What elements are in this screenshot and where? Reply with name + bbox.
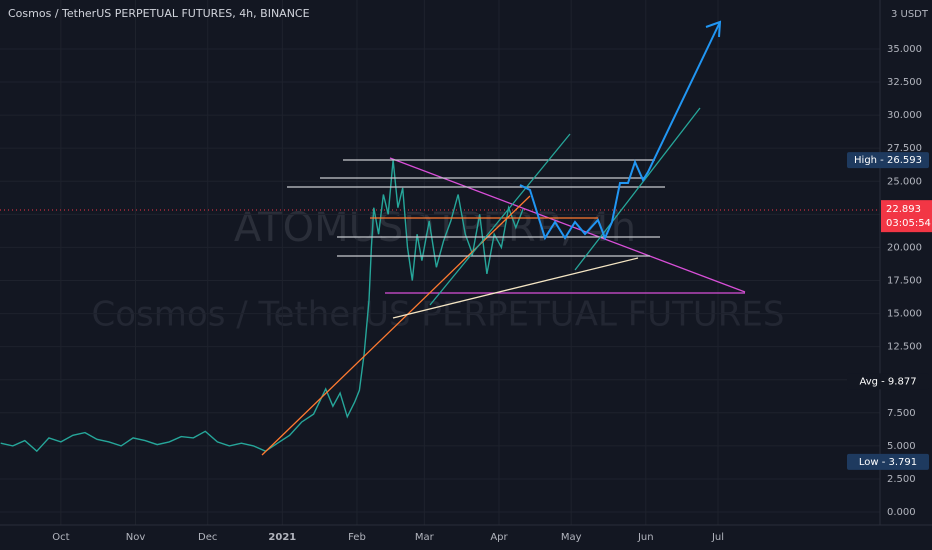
y-tick-label: 25.000 [887,176,922,187]
x-tick-label: Jun [637,532,654,543]
price-label-box [847,453,929,470]
x-tick-label: Feb [348,532,366,543]
current-price-box [881,200,932,233]
y-tick-label: 12.500 [887,342,922,353]
y-tick-label: 15.000 [887,309,922,320]
price-label: Avg - 9.877 [859,376,916,387]
y-tick-label: 27.500 [887,143,922,154]
y-tick-label: 17.500 [887,275,922,286]
y-tick-label: 7.500 [887,408,916,419]
y-tick-label: 0.000 [887,507,916,518]
price-label: High - 26.593 [854,155,922,166]
x-tick-label: Dec [198,532,217,543]
price-label-box [847,373,929,390]
x-tick-label: Nov [126,532,146,543]
y-tick-label: 32.500 [887,77,922,88]
y-tick-label: 2.500 [887,474,916,485]
watermark-subtitle: Cosmos / TetherUS PERPETUAL FUTURES [92,295,785,335]
series [0,160,524,453]
watermark: ATOMUSDTPERP, 4h [234,205,636,251]
y-tick-label: 30.000 [887,110,922,121]
y-tick-label: 20.000 [887,242,922,253]
current-price-label: 22.893 [886,204,921,215]
x-tick-label: 2021 [268,532,296,543]
x-tick-label: Mar [415,532,435,543]
y-tick-label: 5.000 [887,441,916,452]
chart-title: Cosmos / TetherUS PERPETUAL FUTURES, 4h,… [8,7,310,20]
price-labels: 0.0002.5005.0007.50010.00012.50015.00017… [52,44,932,543]
price-label-box [847,152,929,169]
x-tick-label: May [561,532,582,543]
price-label: Low - 3.791 [859,457,917,468]
price-line [0,160,524,453]
x-tick-label: Oct [52,532,69,543]
x-tick-label: Jul [711,532,724,543]
currency-label: 3 USDT [891,9,929,20]
x-tick-label: Apr [490,532,508,543]
drawings [261,20,746,456]
y-tick-label: 35.000 [887,44,922,55]
countdown-label: 03:05:54 [886,218,931,229]
grid [0,0,880,525]
